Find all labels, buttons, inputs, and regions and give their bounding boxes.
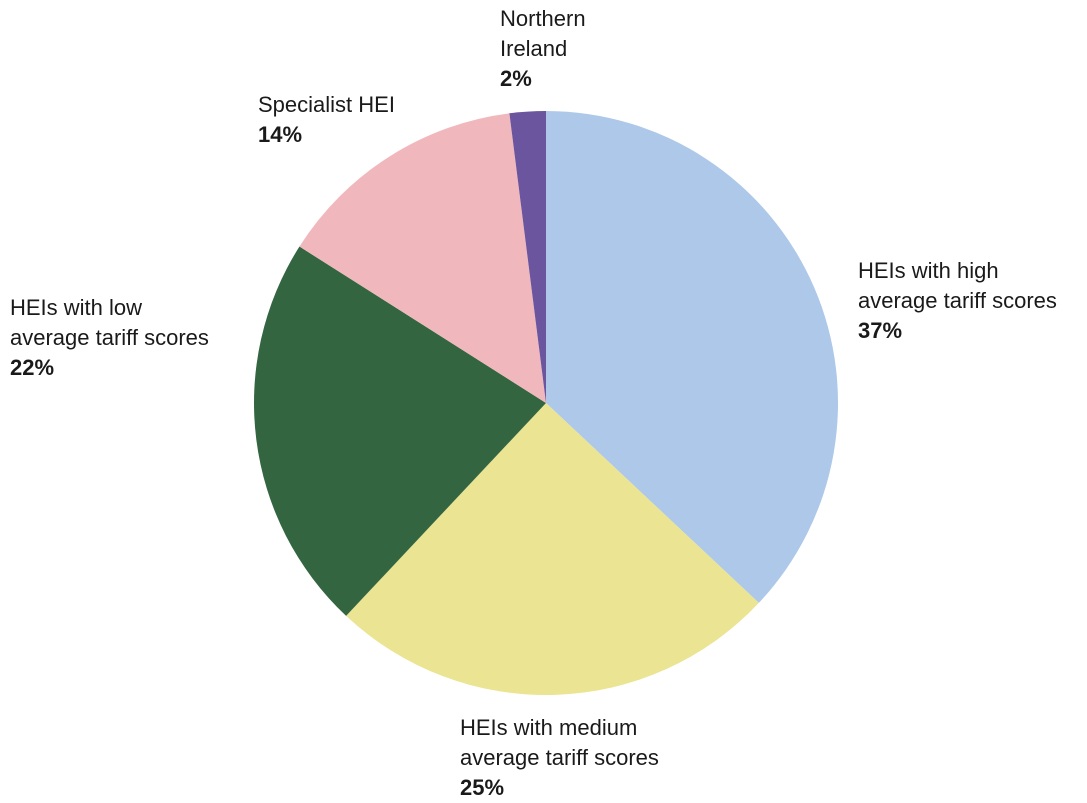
value-label: 22% — [10, 355, 55, 380]
category-name: Specialist HEI — [258, 92, 395, 117]
pie-slice — [546, 111, 838, 603]
pie-slice — [346, 403, 759, 696]
pie-slice — [299, 113, 546, 404]
value-label: 14% — [258, 122, 303, 147]
category-name: HEIs with medium average tariff scores — [460, 715, 659, 770]
slice-label: Specialist HEI 14% — [258, 90, 395, 150]
pie-slice — [254, 246, 546, 616]
category-name: Northern Ireland — [500, 6, 586, 61]
slice-label: HEIs with medium average tariff scores 25% — [460, 713, 659, 803]
category-name: HEIs with high average tariff scores — [858, 258, 1057, 313]
value-label: 2% — [500, 66, 532, 91]
category-name: HEIs with low average tariff scores — [10, 295, 209, 350]
slice-label: HEIs with low average tariff scores 22% — [10, 293, 209, 383]
value-label: 37% — [858, 318, 903, 343]
slice-label: HEIs with high average tariff scores 37% — [858, 256, 1057, 346]
pie-slice — [509, 111, 546, 403]
slice-label: Northern Ireland 2% — [500, 4, 586, 94]
value-label: 25% — [460, 775, 505, 800]
